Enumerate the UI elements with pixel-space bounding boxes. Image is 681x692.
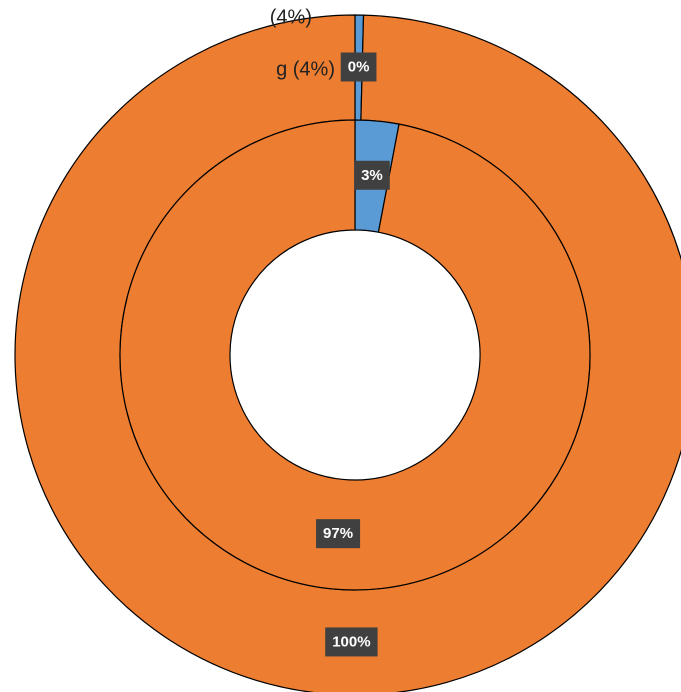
ring-segment — [119, 119, 591, 591]
value-label: 100% — [332, 633, 370, 650]
legend-entry: (4%) — [270, 6, 312, 28]
value-label: 3% — [361, 167, 383, 184]
value-label-box — [316, 519, 361, 549]
labels: 0% 100% 3% 97% — [316, 52, 390, 657]
value-label-box — [325, 627, 378, 657]
legend-entry: g (4%) — [276, 58, 335, 80]
value-label: 97% — [323, 525, 353, 542]
value-label-box — [354, 160, 390, 190]
value-label-box — [340, 52, 377, 82]
value-label: 0% — [348, 58, 370, 75]
rings — [14, 14, 681, 692]
